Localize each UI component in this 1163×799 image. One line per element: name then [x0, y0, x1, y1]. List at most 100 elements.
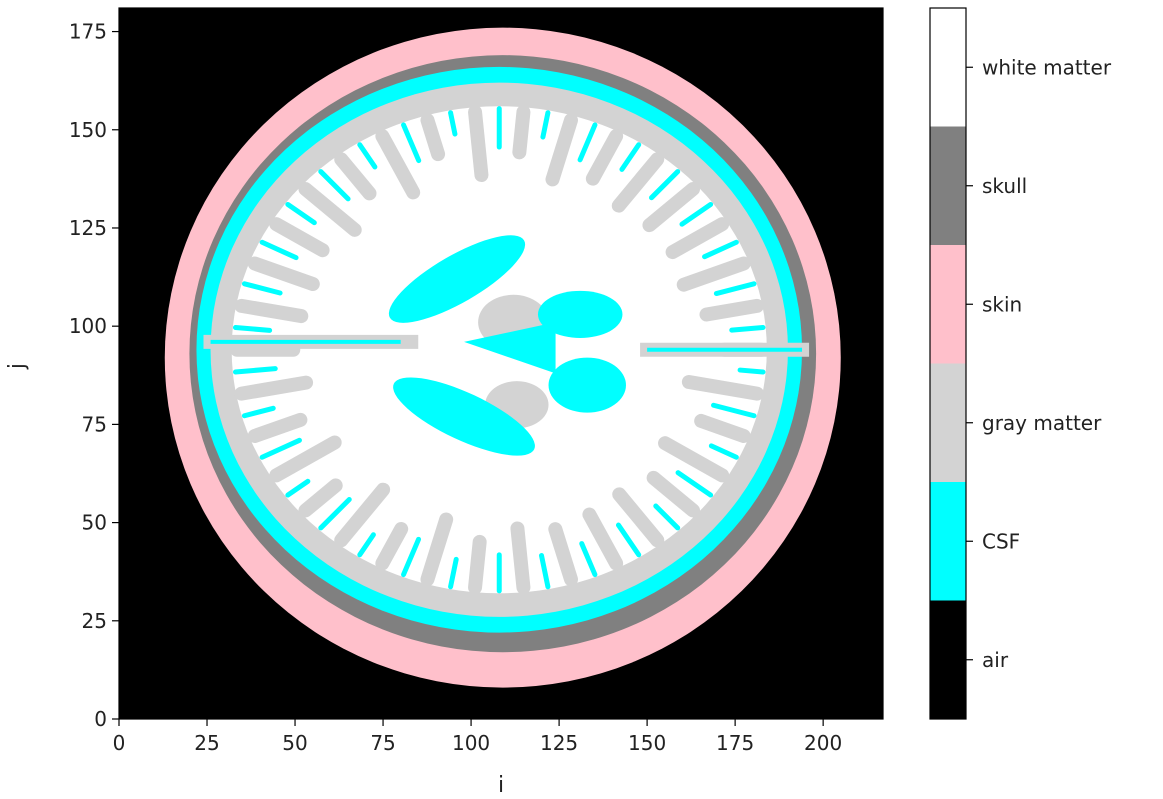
sulcus — [540, 110, 551, 140]
gyrus — [658, 436, 730, 483]
gyri-pattern — [230, 105, 769, 595]
colorbar-frame — [929, 7, 967, 720]
sulcus — [615, 522, 642, 558]
y-tick-label: 75 — [82, 412, 107, 436]
sulcus — [241, 405, 276, 419]
gyrus — [676, 256, 751, 292]
gyrus — [585, 129, 624, 186]
sulcus — [318, 169, 351, 202]
gyrus — [694, 413, 751, 443]
x-tick-label: 50 — [282, 731, 307, 755]
gyrus — [420, 512, 454, 587]
sulcus — [241, 281, 283, 296]
gyrus — [247, 412, 308, 443]
sulcus — [232, 325, 273, 333]
sulcus — [448, 110, 458, 137]
sulcus — [579, 541, 598, 578]
colorbar-label: gray matter — [982, 411, 1102, 435]
sulcus — [729, 325, 766, 333]
colorbar-swatch-gray-matter — [930, 363, 966, 482]
x-tick-label: 100 — [452, 731, 490, 755]
gyrus — [269, 435, 342, 483]
sulcus — [619, 142, 642, 172]
gyrus — [234, 375, 314, 401]
colorbar-label: skull — [982, 174, 1027, 198]
plot-frame — [118, 7, 884, 720]
colorbar-swatch-white-matter — [930, 8, 966, 127]
ventricle-right-back — [548, 357, 626, 413]
y-tick-label: 175 — [69, 20, 107, 44]
y-tick-label: 25 — [82, 609, 107, 633]
x-tick-label: 25 — [194, 731, 219, 755]
gyrus — [681, 375, 764, 401]
gyrus — [375, 521, 409, 571]
gyrus — [646, 470, 701, 518]
sulcus — [357, 532, 376, 558]
gyrus — [298, 478, 343, 518]
sulcus — [675, 470, 714, 498]
ventricle-left-back — [393, 377, 535, 456]
x-tick-label: 75 — [370, 731, 395, 755]
sulcus — [285, 478, 311, 498]
sulcus — [708, 443, 739, 460]
gyrus — [665, 217, 730, 260]
gyrus — [375, 129, 421, 200]
colorbar-label: CSF — [982, 529, 1020, 553]
sulcus — [259, 437, 302, 460]
gyrus — [234, 298, 309, 324]
gyrus — [548, 522, 579, 587]
sulcus — [232, 366, 278, 375]
colorbar: air CSF gray matter skin skull white matter — [929, 7, 1112, 720]
sulcus — [448, 556, 459, 590]
gyrus — [512, 105, 531, 160]
sulcus — [259, 239, 299, 261]
gyrus — [582, 507, 624, 571]
colorbar-swatch-air — [930, 600, 966, 719]
gyrus — [510, 521, 531, 595]
x-axis-label: i — [498, 773, 504, 798]
sulcus — [577, 122, 598, 163]
y-tick-label: 0 — [94, 707, 107, 731]
gyrus — [298, 181, 362, 237]
sulcus — [653, 503, 681, 531]
gyrus — [468, 105, 489, 183]
ventricle-right-front — [537, 290, 623, 338]
colorbar-swatch-skin — [930, 245, 966, 364]
gyrus — [247, 256, 320, 292]
sulcus — [357, 142, 378, 170]
y-tick-label: 150 — [69, 118, 107, 142]
gyrus — [468, 534, 487, 595]
x-tick-label: 175 — [716, 731, 754, 755]
gyrus — [642, 181, 701, 233]
gyrus — [420, 113, 446, 162]
plot-area — [118, 7, 884, 720]
ventricle-left-front — [388, 235, 526, 323]
x-axis: 0 25 50 75 100 125 150 175 200 — [113, 719, 842, 755]
sulcus — [401, 122, 422, 164]
sulcus — [679, 201, 714, 227]
colorbar-label: air — [982, 648, 1009, 672]
colorbar-swatch-skull — [930, 126, 966, 245]
gyrus — [545, 113, 579, 187]
x-tick-label: 125 — [540, 731, 578, 755]
y-tick-label: 125 — [69, 216, 107, 240]
gyrus — [334, 152, 377, 201]
sulcus — [318, 497, 352, 531]
y-tick-label: 100 — [69, 314, 107, 338]
colorbar-label: skin — [982, 292, 1022, 316]
sulcus — [538, 553, 551, 590]
x-tick-label: 0 — [113, 731, 126, 755]
sulcus — [713, 281, 757, 297]
gyrus — [611, 152, 665, 213]
sulcus — [702, 239, 739, 260]
y-tick-label: 50 — [82, 511, 107, 535]
x-tick-label: 150 — [628, 731, 666, 755]
gyrus — [334, 482, 391, 548]
gyrus — [269, 217, 330, 258]
sulcus — [737, 367, 766, 375]
y-axis-label: j — [5, 363, 30, 370]
sulcus — [711, 402, 757, 419]
sulcus — [401, 536, 422, 578]
x-tick-label: 200 — [804, 731, 842, 755]
